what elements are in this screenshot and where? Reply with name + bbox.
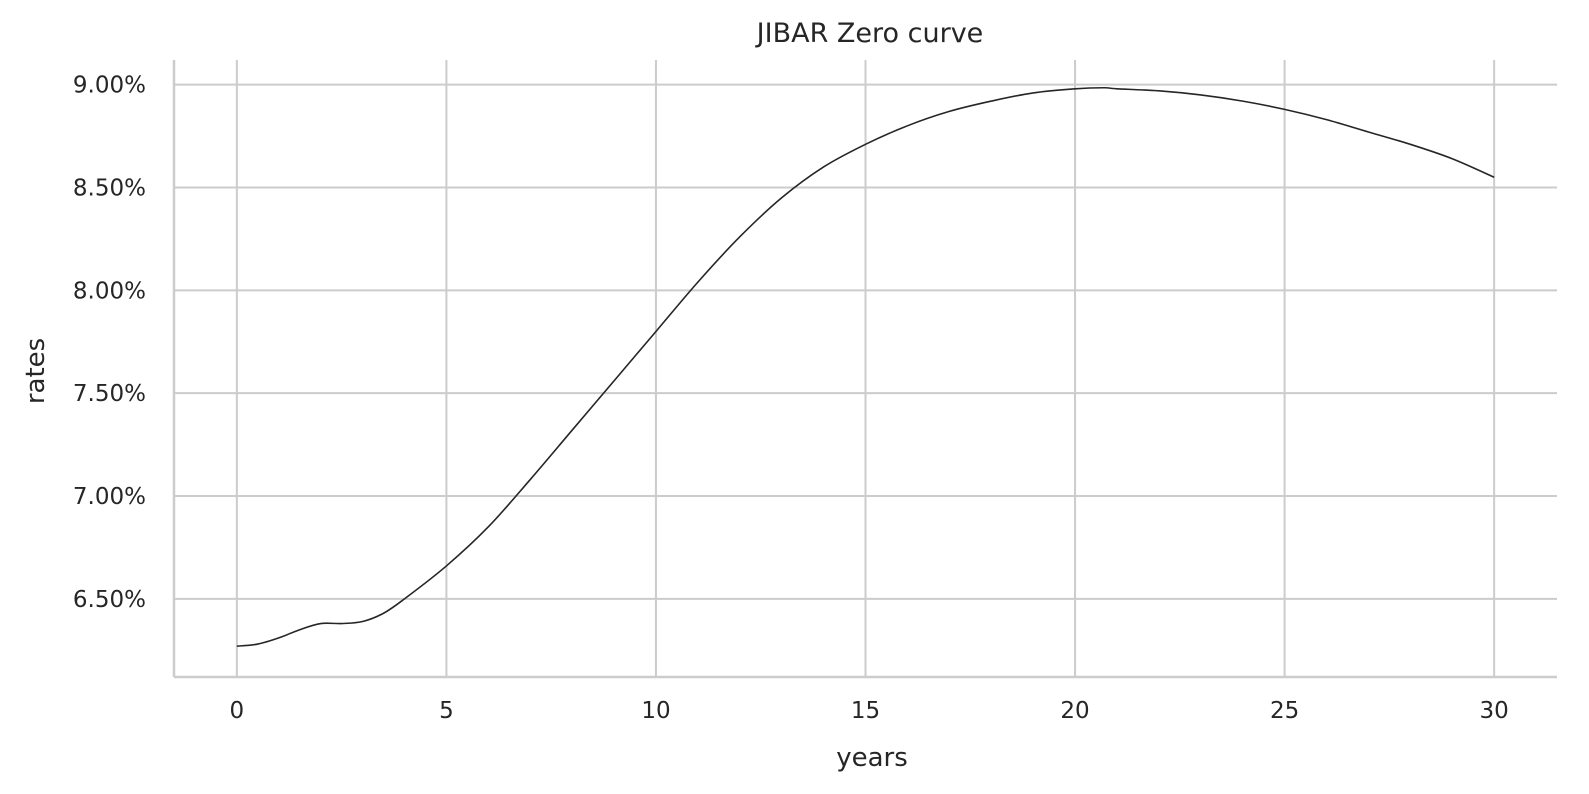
y-tick-label: 7.00%: [73, 484, 146, 510]
y-tick-label: 9.00%: [73, 73, 146, 99]
zero-curve-line: [236, 86, 1495, 647]
x-gridlines: [235, 60, 1496, 677]
chart-title: JIBAR Zero curve: [755, 18, 984, 49]
x-tick-label: 10: [641, 698, 670, 724]
x-tick-label: 5: [439, 698, 454, 724]
y-tick-label: 7.50%: [73, 381, 146, 407]
y-tick-labels: 6.50% 7.00% 7.50% 8.00% 8.50% 9.00%: [73, 73, 146, 613]
x-tick-label: 30: [1479, 698, 1508, 724]
y-tick-label: 8.50%: [73, 176, 146, 202]
x-tick-label: 0: [230, 698, 245, 724]
x-tick-label: 20: [1060, 698, 1089, 724]
x-tick-label: 25: [1270, 698, 1299, 724]
x-tick-label: 15: [851, 698, 880, 724]
x-tick-labels: 0 5 10 15 20 25 30: [230, 698, 1509, 724]
x-axis-label: years: [836, 743, 908, 773]
y-tick-label: 8.00%: [73, 278, 146, 304]
y-gridlines: [174, 83, 1557, 600]
y-axis-label: rates: [21, 338, 51, 404]
y-tick-label: 6.50%: [73, 587, 146, 613]
